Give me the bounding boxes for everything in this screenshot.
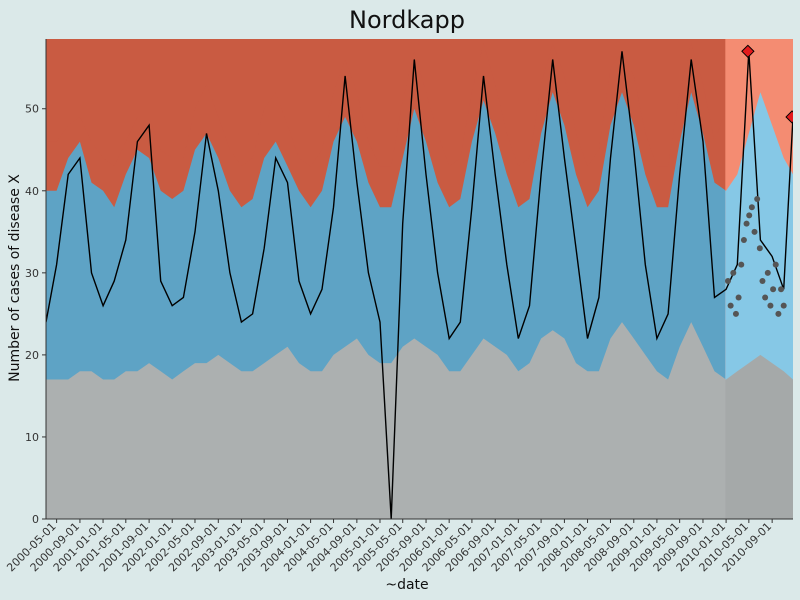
current-period [725,39,793,519]
x-axis: 2000-05-012000-09-012001-01-012001-05-01… [4,518,793,574]
current-point [740,237,747,244]
y-tick-label: 0 [32,513,39,526]
current-point [772,261,779,268]
current-point [732,310,739,317]
plot-area [46,39,793,519]
current-point [775,310,782,317]
y-tick-label: 10 [25,431,39,444]
chart-title: Nordkapp [349,6,465,34]
current-point [743,220,750,227]
current-point [764,269,771,276]
plot-bands [46,39,793,519]
y-tick-label: 50 [25,103,39,116]
lower-band [46,322,793,519]
observed-line [46,51,793,519]
y-axis: 0 10 20 30 40 50 [25,39,47,526]
current-point [780,302,787,309]
current-lower-band [725,354,793,519]
current-point [746,212,753,219]
current-point [762,294,769,301]
y-axis-label: Number of cases of disease X [7,174,23,382]
current-point [727,302,734,309]
current-point [754,196,761,202]
current-point [767,302,774,309]
current-point [735,294,742,301]
current-point [748,204,755,211]
current-point [751,228,758,235]
y-tick-label: 30 [25,267,39,280]
alarm-marker [741,44,755,59]
current-point [778,286,785,293]
x-axis-label: ~date [385,577,428,593]
current-point [730,269,737,276]
alarm-marker [785,110,793,124]
current-point [770,286,777,293]
y-tick-label: 20 [25,349,39,362]
y-tick-label: 40 [25,185,39,198]
current-point [759,278,766,285]
current-point [724,278,731,285]
current-point [738,261,745,268]
current-point [756,245,763,252]
